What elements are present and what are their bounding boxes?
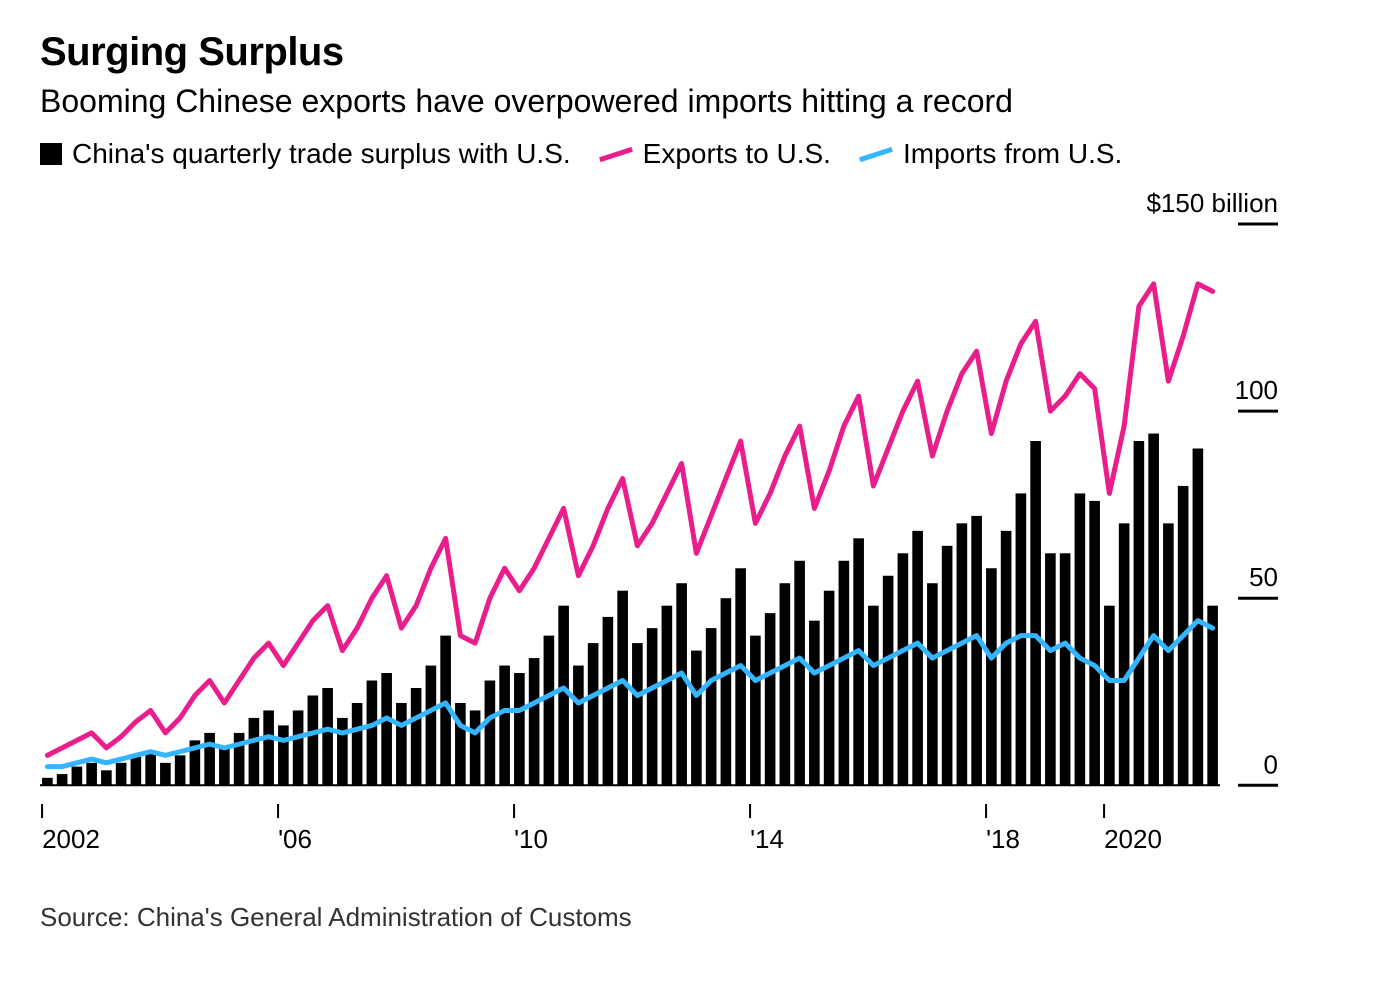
- chart-source: Source: China's General Administration o…: [40, 902, 1360, 933]
- legend-label-exports: Exports to U.S.: [643, 138, 831, 170]
- legend-label-imports: Imports from U.S.: [903, 138, 1122, 170]
- chart-title: Surging Surplus: [40, 30, 1360, 75]
- chart-svg: 0 50 100 $150 billion 2002 '06 '10 '14 '18 2020: [40, 184, 1360, 874]
- legend-swatch-imports: [859, 146, 893, 161]
- chart-figure: Surging Surplus Booming Chinese exports …: [0, 0, 1400, 989]
- svg-text:0: 0: [1264, 749, 1278, 779]
- legend-item-surplus: China's quarterly trade surplus with U.S…: [40, 138, 571, 170]
- chart-legend: China's quarterly trade surplus with U.S…: [40, 138, 1360, 170]
- svg-text:$150 billion: $150 billion: [1146, 188, 1278, 218]
- svg-text:'06: '06: [278, 824, 312, 854]
- svg-text:'14: '14: [750, 824, 784, 854]
- svg-text:100: 100: [1235, 375, 1278, 405]
- legend-item-imports: Imports from U.S.: [859, 138, 1122, 170]
- svg-text:'10: '10: [514, 824, 548, 854]
- legend-swatch-surplus: [40, 143, 62, 165]
- svg-text:50: 50: [1249, 562, 1278, 592]
- svg-text:'18: '18: [986, 824, 1020, 854]
- chart-subtitle: Booming Chinese exports have overpowered…: [40, 83, 1360, 120]
- svg-text:2002: 2002: [42, 824, 100, 854]
- chart-plot-area: 0 50 100 $150 billion 2002 '06 '10 '14 '18 2020: [40, 184, 1360, 874]
- legend-label-surplus: China's quarterly trade surplus with U.S…: [72, 138, 571, 170]
- svg-text:2020: 2020: [1104, 824, 1162, 854]
- legend-swatch-exports: [599, 146, 633, 161]
- legend-item-exports: Exports to U.S.: [599, 138, 831, 170]
